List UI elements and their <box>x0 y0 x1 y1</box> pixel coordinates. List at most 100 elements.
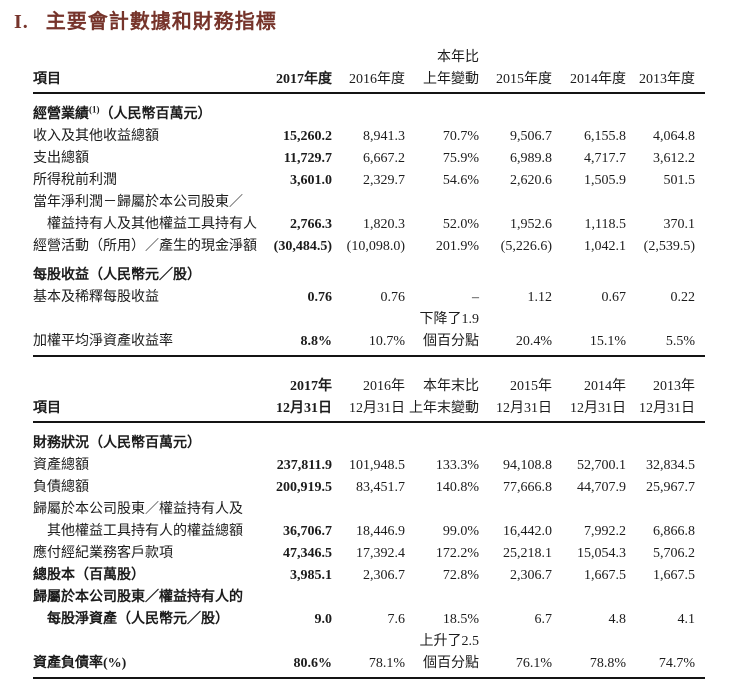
change-note-cell: 上升了2.5 個百分點 <box>405 628 480 679</box>
value-cell: 101,948.5 <box>349 458 405 473</box>
table-row-label-line: 歸屬於本公司股東／權益持有人的 <box>33 584 705 606</box>
value-cell: 8,941.3 <box>363 129 405 144</box>
row-label: 負債總額 <box>33 480 89 495</box>
value-cell: 1,667.5 <box>584 568 626 583</box>
value-cell: 9,506.7 <box>510 129 552 144</box>
column-header-2016-12-31: 2016年 12月31日 <box>332 379 405 423</box>
value-cell: 20.4% <box>479 306 552 357</box>
value-cell: 5,706.2 <box>653 546 695 561</box>
value-cell: 18.5% <box>442 612 479 627</box>
section-row-operating-results: 經營業績(1)（人民幣百萬元） <box>33 93 705 123</box>
table-row: 應付經紀業務客戶款項 47,346.5 17,392.4 172.2% 25,2… <box>33 540 705 562</box>
value-cell: 15,054.3 <box>577 546 626 561</box>
value-cell: (30,484.5) <box>273 239 332 254</box>
value-cell: 76.1% <box>479 628 552 679</box>
value-cell: 15,260.2 <box>283 129 332 144</box>
row-label: 總股本（百萬股） <box>33 568 145 583</box>
value-cell: 4.1 <box>677 612 696 627</box>
change-note: 上升了2.5 <box>419 634 480 649</box>
row-label: 歸屬於本公司股東／權益持有人的 <box>33 590 243 605</box>
table-row: 經營活動（所用）／產生的現金淨額 (30,484.5) (10,098.0) 2… <box>33 233 705 255</box>
value-cell: 52.0% <box>442 217 479 232</box>
value-cell: 18,446.9 <box>356 524 405 539</box>
value-cell: 52,700.1 <box>577 458 626 473</box>
table-header-row: 項目 2017年 12月31日 2016年 12月31日 本年末比 上年末變動 … <box>33 379 705 423</box>
value-cell: 200,919.5 <box>276 480 332 495</box>
value-cell: 201.9% <box>435 239 479 254</box>
table-row: 資產負債率(%) 80.6% 78.1% 上升了2.5 個百分點 76.1% 7… <box>33 628 705 679</box>
value-cell: 0.22 <box>670 290 696 305</box>
value-cell: 6.7 <box>534 612 553 627</box>
row-label: 權益持有人及其他權益工具持有人 <box>47 217 257 232</box>
value-cell: 2,306.7 <box>363 568 405 583</box>
row-label: 應付經紀業務客戶款項 <box>33 546 173 561</box>
table-row: 支出總額 11,729.7 6,667.2 75.9% 6,989.8 4,71… <box>33 145 705 167</box>
page-title-text: 主要會計數據和財務指標 <box>45 11 277 33</box>
column-header-2017: 2017年度 <box>257 50 332 94</box>
value-cell: 25,967.7 <box>646 480 695 495</box>
value-cell: 10.7% <box>332 306 405 357</box>
value-cell: 3,601.0 <box>290 173 332 188</box>
table-row: 收入及其他收益總額 15,260.2 8,941.3 70.7% 9,506.7… <box>33 123 705 145</box>
table-row: 基本及稀釋每股收益 0.76 0.76 – 1.12 0.67 0.22 <box>33 284 705 306</box>
value-cell: 70.7% <box>442 129 479 144</box>
row-label: 所得稅前利潤 <box>33 173 117 188</box>
column-header-2013-12-31: 2013年 12月31日 <box>626 379 705 423</box>
section-heading: 每股收益（人民幣元／股） <box>33 268 201 283</box>
value-cell: 32,834.5 <box>646 458 695 473</box>
column-header-2014-12-31: 2014年 12月31日 <box>552 379 626 423</box>
row-label: 當年淨利潤－歸屬於本公司股東／ <box>33 195 243 210</box>
value-cell: 6,989.8 <box>510 151 552 166</box>
value-cell: 6,155.8 <box>584 129 626 144</box>
value-cell: (10,098.0) <box>346 239 405 254</box>
year-end-table: 項目 2017年 12月31日 2016年 12月31日 本年末比 上年末變動 … <box>33 379 705 679</box>
value-cell: 237,811.9 <box>276 458 332 473</box>
row-label: 資產總額 <box>33 458 89 473</box>
column-header-change: 本年末比 上年末變動 <box>405 379 479 423</box>
section-heading: 財務狀況（人民幣百萬元） <box>33 436 201 451</box>
row-label: 基本及稀釋每股收益 <box>33 290 159 305</box>
row-label: 支出總額 <box>33 151 89 166</box>
value-cell: 15.1% <box>552 306 626 357</box>
value-cell: 9.0 <box>314 612 333 627</box>
value-cell: 2,306.7 <box>510 568 552 583</box>
column-header-2014: 2014年度 <box>552 50 626 94</box>
value-cell: 4,064.8 <box>653 129 695 144</box>
table-row: 每股淨資產（人民幣元／股） 9.0 7.6 18.5% 6.7 4.8 4.1 <box>33 606 705 628</box>
row-label: 其他權益工具持有人的權益總額 <box>47 524 243 539</box>
value-cell: 0.67 <box>601 290 627 305</box>
value-cell: 54.6% <box>442 173 479 188</box>
table-header-row: 項目 2017年度 2016年度 本年比 上年變動 2015年度 2014年度 <box>33 50 705 94</box>
row-label: 每股淨資產（人民幣元／股） <box>47 612 229 627</box>
value-cell: 0.76 <box>380 290 406 305</box>
value-cell: 5.5% <box>626 306 705 357</box>
value-cell: 140.8% <box>435 480 479 495</box>
section-row-eps: 每股收益（人民幣元／股） <box>33 255 705 284</box>
table-row-label-line: 當年淨利潤－歸屬於本公司股東／ <box>33 189 705 211</box>
value-cell: 74.7% <box>626 628 705 679</box>
value-cell: 1,042.1 <box>584 239 626 254</box>
table-row: 其他權益工具持有人的權益總額 36,706.7 18,446.9 99.0% 1… <box>33 518 705 540</box>
page-title: I. 主要會計數據和財務指標 <box>14 10 737 34</box>
table-row: 權益持有人及其他權益工具持有人 2,766.3 1,820.3 52.0% 1,… <box>33 211 705 233</box>
value-cell: 1,505.9 <box>584 173 626 188</box>
value-cell: 7,992.2 <box>584 524 626 539</box>
section-heading: 經營業績(1)（人民幣百萬元） <box>33 104 212 122</box>
value-cell: 0.76 <box>307 290 333 305</box>
value-cell: 47,346.5 <box>283 546 332 561</box>
change-note-cell: 下降了1.9 個百分點 <box>405 306 479 357</box>
value-cell: (5,226.6) <box>500 239 552 254</box>
row-label: 經營活動（所用）／產生的現金淨額 <box>33 239 257 254</box>
value-cell: 1,667.5 <box>653 568 695 583</box>
value-cell: 2,620.6 <box>510 173 552 188</box>
row-label: 歸屬於本公司股東／權益持有人及 <box>33 502 243 517</box>
table-row: 總股本（百萬股） 3,985.1 2,306.7 72.8% 2,306.7 1… <box>33 562 705 584</box>
row-label: 加權平均淨資產收益率 <box>33 306 257 357</box>
value-cell: 2,766.3 <box>290 217 332 232</box>
value-cell: 16,442.0 <box>503 524 552 539</box>
column-header-2015: 2015年度 <box>479 50 552 94</box>
column-header-2016: 2016年度 <box>332 50 405 94</box>
table-row: 資產總額 237,811.9 101,948.5 133.3% 94,108.8… <box>33 452 705 474</box>
value-cell: – <box>472 290 479 305</box>
